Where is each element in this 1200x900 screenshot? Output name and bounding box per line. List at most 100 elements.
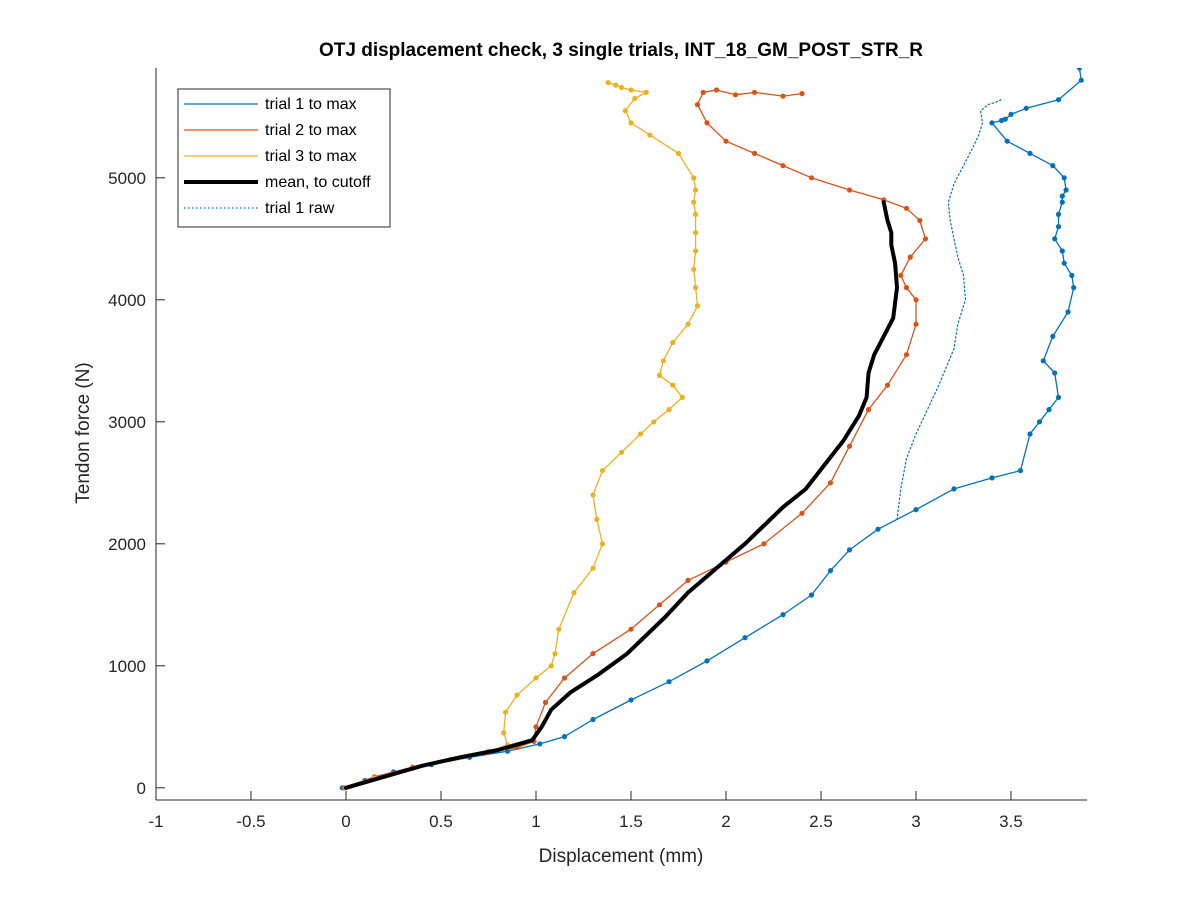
data-point [1027,431,1033,437]
data-point [691,199,697,205]
data-point [628,626,634,632]
data-point [1004,138,1010,144]
data-point [780,163,786,169]
data-point [1059,193,1065,199]
data-point [632,95,638,102]
data-point [898,272,904,278]
data-point [1055,394,1062,400]
data-point [884,382,891,388]
data-point [989,475,995,481]
data-point [1050,333,1056,339]
series-4 [896,99,1003,521]
data-point [1052,370,1058,376]
data-point [542,699,549,706]
x-axis-label: Displacement (mm) [539,846,704,867]
data-point [628,87,634,93]
series-layer [339,68,1084,791]
legend-label: mean, to cutoff [265,174,371,191]
data-point [1069,272,1075,278]
data-point [1061,175,1067,181]
data-point [913,507,919,513]
data-point [713,87,720,93]
data-point [751,150,758,156]
data-point [1027,150,1033,156]
legend-label: trial 3 to max [265,148,357,165]
data-point [723,138,729,144]
data-point [694,102,701,108]
data-point [732,92,739,98]
data-point [548,663,554,669]
data-point [780,93,786,99]
data-point [1071,285,1077,291]
data-point [1076,68,1082,71]
data-point [691,175,697,181]
data-point [903,285,910,291]
data-point [533,675,539,681]
data-point [827,480,834,486]
x-tick-label: 1 [531,812,540,831]
data-point [700,89,706,95]
series-0 [339,68,1084,791]
series-line [343,89,927,789]
data-point [694,303,701,309]
data-point [1061,260,1067,266]
data-point [1023,105,1029,111]
data-point [917,217,923,224]
data-point [1059,248,1065,254]
data-point [875,526,881,532]
data-point [1063,187,1069,193]
data-point [808,592,815,598]
data-point [751,89,758,95]
data-point [628,120,634,126]
axis-ticks: -1 -0.5 0 0.5 1 1.5 2 2.5 3 3.5 0 1000 2000 3000 4000 5… [108,169,1023,831]
y-tick-label: 2000 [108,535,146,554]
data-point [693,187,699,193]
data-point [827,568,834,574]
data-point [799,510,805,516]
data-point [643,89,649,95]
data-point [503,709,509,715]
legend-label: trial 2 to max [265,122,357,139]
data-point [913,321,919,327]
data-point [846,443,853,449]
data-point [865,407,872,413]
y-tick-label: 5000 [108,169,146,188]
x-tick-label: 0.5 [429,812,453,831]
data-point [693,285,699,291]
series-line [341,68,1082,789]
data-point [1052,236,1058,242]
x-tick-label: 2 [721,812,730,831]
data-point [1078,77,1084,83]
data-point [656,602,663,608]
series-3 [344,200,899,790]
data-point [590,716,596,723]
series-line [344,200,899,790]
data-point [1017,468,1024,474]
data-point [656,372,663,378]
data-point [533,724,539,730]
data-point [913,297,919,303]
data-point [637,431,644,437]
data-point [514,692,520,698]
data-point [1055,97,1062,103]
y-axis-label: Tendon force (N) [73,362,94,504]
data-point [799,91,805,97]
data-point [685,321,691,327]
x-tick-label: 0 [341,812,350,831]
x-tick-label: 3.5 [999,812,1023,831]
data-point [1046,407,1052,413]
data-point [670,382,676,388]
data-point [1036,419,1043,425]
series-2 [343,80,701,791]
data-point [1065,309,1071,315]
data-point [1055,211,1062,217]
data-point [571,590,577,596]
series-line [345,81,699,789]
x-tick-label: 2.5 [809,812,833,831]
data-point [922,236,929,242]
x-tick-label: 1.5 [619,812,643,831]
data-point [618,449,625,455]
data-point [846,547,853,553]
y-tick-label: 4000 [108,291,146,310]
